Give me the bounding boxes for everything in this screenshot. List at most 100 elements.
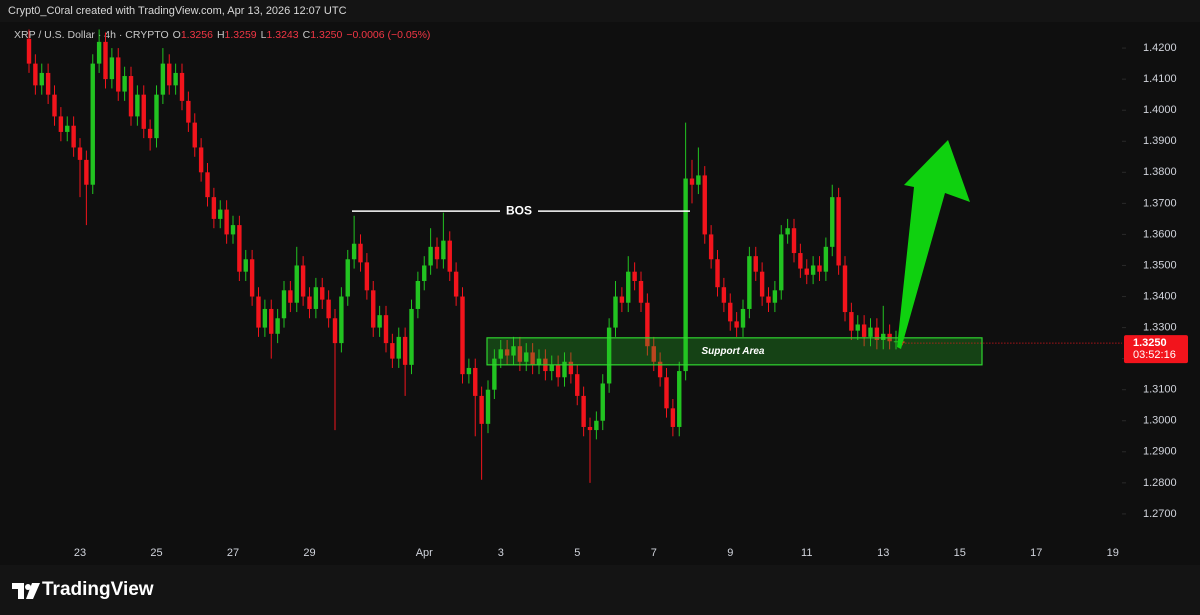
- candle-body: [779, 234, 784, 291]
- y-tick-label: 1.3500: [1143, 259, 1177, 271]
- x-tick-label: 7: [651, 547, 657, 559]
- candle-body: [141, 94, 146, 129]
- ohlc-value: 1.3259: [224, 29, 257, 41]
- candle-body: [753, 256, 758, 272]
- candle-body: [594, 420, 599, 431]
- x-tick-label: 23: [74, 547, 86, 559]
- y-tick-label: 1.3000: [1143, 415, 1177, 427]
- candle-body: [52, 94, 57, 117]
- candle-body: [135, 94, 140, 117]
- candle-body: [638, 281, 644, 303]
- x-tick-label: 15: [954, 547, 966, 559]
- symbol-legend: XRP / U.S. Dollar · 4h · CRYPTO O1.3256 H1…: [14, 29, 430, 41]
- up-arrow: [897, 140, 970, 349]
- candle-body: [677, 371, 682, 427]
- countdown: 03:52:16: [1133, 349, 1176, 361]
- candle-body: [447, 240, 452, 272]
- ohlc-value: 1.3243: [266, 29, 299, 41]
- y-tick-label: 1.3600: [1143, 228, 1177, 240]
- ohlc-value: 1.3256: [180, 29, 213, 41]
- symbol: XRP / U.S. Dollar · 4h · CRYPTO: [14, 29, 169, 41]
- candle-body: [568, 361, 574, 375]
- candle-body: [332, 318, 338, 344]
- candle-body: [696, 175, 701, 185]
- candle-body: [179, 72, 185, 101]
- candle-body: [893, 341, 899, 343]
- candle-body: [147, 128, 153, 139]
- x-tick-label: 11: [801, 547, 812, 559]
- x-tick-label: 13: [877, 547, 889, 559]
- candle-body: [402, 336, 408, 365]
- y-tick-label: 1.3400: [1143, 290, 1177, 302]
- candle-body: [791, 228, 797, 254]
- x-tick-label: 3: [498, 547, 504, 559]
- footer: TradingView: [0, 565, 1200, 615]
- candle-body: [224, 209, 229, 235]
- y-tick-label: 1.4000: [1143, 104, 1177, 116]
- candle-body: [160, 63, 166, 95]
- candle-body: [313, 287, 319, 309]
- candle-body: [192, 122, 197, 148]
- candle-body: [868, 327, 873, 337]
- bos-label: BOS: [506, 203, 532, 217]
- candle-body: [428, 246, 433, 266]
- candle-body: [173, 72, 178, 86]
- candle-body: [587, 426, 593, 431]
- candle-body: [281, 290, 287, 319]
- last-price-label: 1.3250: [1133, 337, 1167, 349]
- candle-body: [77, 147, 83, 160]
- candle-body: [58, 116, 64, 132]
- x-tick-label: 9: [727, 547, 733, 559]
- candle-body: [275, 318, 280, 334]
- candle-body: [396, 336, 401, 359]
- candle-body: [810, 265, 816, 275]
- y-tick-label: 1.2900: [1143, 446, 1177, 458]
- candle-body: [460, 296, 465, 375]
- candle-body: [307, 296, 312, 309]
- x-tick-label: 29: [303, 547, 315, 559]
- support-label: Support Area: [702, 346, 765, 357]
- candle-body: [256, 296, 261, 328]
- candle-body: [530, 352, 535, 365]
- attribution: Crypt0_C0ral created with TradingView.co…: [8, 5, 347, 17]
- candle-body: [205, 172, 210, 198]
- y-tick-label: 1.3100: [1143, 384, 1177, 396]
- candle-body: [759, 271, 765, 297]
- candle-body: [377, 315, 382, 328]
- ohlc-value: 1.3250: [310, 29, 343, 41]
- candle-body: [511, 346, 516, 356]
- y-tick-label: 1.2800: [1143, 477, 1177, 489]
- candle-body: [39, 72, 44, 86]
- ohlc-item: O1.3256: [173, 29, 213, 41]
- candle-body: [823, 246, 829, 272]
- candle-body: [326, 299, 331, 319]
- candle-body: [689, 178, 695, 185]
- candle-body: [485, 389, 491, 424]
- candle-body: [581, 395, 586, 427]
- candle-body: [575, 374, 580, 396]
- candle-body: [664, 377, 669, 409]
- candle-body: [122, 76, 127, 92]
- candle-body: [747, 256, 752, 309]
- candle-body: [836, 197, 841, 266]
- candle-body: [473, 367, 478, 396]
- candle-body: [262, 308, 268, 328]
- candle-body: [71, 125, 76, 148]
- y-tick-label: 1.3800: [1143, 166, 1177, 178]
- candle-body: [90, 63, 95, 185]
- candle-body: [524, 352, 529, 362]
- brand-name: TradingView: [42, 579, 154, 600]
- candle-body: [103, 41, 108, 80]
- candle-body: [211, 197, 217, 219]
- candle-body: [339, 296, 344, 344]
- ohlc-label: H: [216, 29, 225, 41]
- x-tick-label: 25: [150, 547, 162, 559]
- candle-body: [645, 302, 650, 347]
- candle-body: [708, 234, 714, 260]
- candle-body: [371, 290, 376, 328]
- y-tick-label: 1.3700: [1143, 197, 1177, 209]
- candle-body: [243, 259, 248, 272]
- candle-body: [536, 358, 542, 365]
- y-tick-label: 1.3300: [1143, 321, 1177, 333]
